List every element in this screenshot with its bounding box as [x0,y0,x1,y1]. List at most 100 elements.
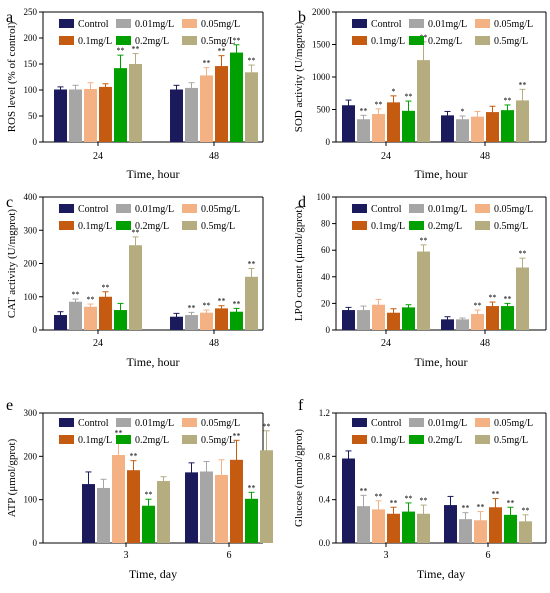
y-tick-label: 60 [321,245,331,255]
legend-label: 0.05mg/L [494,418,533,429]
y-tick-label: 1500 [312,40,331,50]
x-tick-label: 24 [93,151,103,162]
bar [342,105,355,142]
y-axis-label: ATP (μmol/gprot) [6,438,18,517]
legend-label: 0.05mg/L [201,418,240,429]
legend-swatch [182,36,197,45]
panel-letter: c [6,194,13,211]
bar [441,115,454,142]
legend-swatch [182,221,197,230]
x-tick-label: 24 [93,338,103,349]
significance-mark: ** [87,295,95,304]
significance-mark: ** [504,294,512,303]
bar [84,89,97,142]
bar [84,307,97,330]
x-tick-label: 6 [227,550,232,561]
y-tick-label: 500 [317,105,331,115]
significance-mark: ** [218,297,226,306]
significance-mark: ** [72,290,80,299]
y-tick-label: 20 [321,298,331,308]
bar [456,119,469,142]
legend-label: Control [371,19,402,30]
significance-mark: ** [203,301,211,310]
significance-mark: ** [130,452,138,461]
legend-label: 0.01mg/L [135,19,174,30]
y-tick-label: 0 [33,137,38,147]
y-axis-label: LPO content (μmol/gprot) [293,206,305,322]
significance-mark: ** [218,47,226,56]
y-tick-label: 0.8 [319,451,331,461]
legend-swatch [116,36,131,45]
legend-swatch [409,19,424,28]
legend-label: 0.5mg/L [201,435,235,446]
legend-swatch [475,19,490,28]
legend-swatch [352,435,367,444]
legend-swatch [59,19,74,28]
legend-swatch [352,221,367,230]
significance-mark: ** [405,92,413,101]
y-tick-label: 80 [321,219,331,229]
x-axis-label: Time, hour [415,355,468,369]
panel-letter: e [6,397,13,414]
legend-swatch [182,19,197,28]
legend-swatch [409,204,424,213]
legend-label: 0.2mg/L [428,435,462,446]
y-tick-label: 300 [24,408,38,418]
x-tick-label: 3 [124,550,129,561]
significance-mark: ** [522,506,530,515]
legend-label: 0.01mg/L [428,418,467,429]
significance-mark: ** [420,236,428,245]
chart-panel-a: a050100150200250ROS level (% of control)… [6,7,263,181]
bar [69,89,82,142]
significance-mark: ** [248,483,256,492]
legend-swatch [116,19,131,28]
legend-label: 0.01mg/L [135,418,174,429]
y-tick-label: 0.0 [319,538,331,548]
bar [245,499,258,543]
x-axis-label: Time, hour [127,355,180,369]
significance-mark: ** [519,249,527,258]
y-axis-label: SOD activity (U/mgprot) [293,21,305,132]
legend-label: 0.05mg/L [494,19,533,30]
legend-swatch [59,204,74,213]
y-tick-label: 1.2 [319,408,330,418]
significance-mark: ** [248,259,256,268]
y-tick-label: 150 [24,59,38,69]
legend-label: 0.05mg/L [201,19,240,30]
legend-swatch [475,36,490,45]
significance-mark: ** [477,503,485,512]
y-tick-label: 0 [326,137,331,147]
legend-swatch [59,36,74,45]
significance-mark: ** [203,59,211,68]
bar [170,89,183,142]
y-tick-label: 0.4 [319,495,331,505]
bar [230,53,243,142]
legend-swatch [409,36,424,45]
significance-mark: ** [375,492,383,501]
x-tick-label: 24 [381,338,391,349]
significance-mark: ** [405,494,413,503]
legend-swatch [352,36,367,45]
x-tick-label: 3 [384,550,389,561]
legend-swatch [475,435,490,444]
panel-letter: f [298,397,304,414]
legend-label: 0.1mg/L [78,435,112,446]
legend-label: 0.1mg/L [371,36,405,47]
legend-label: Control [78,418,109,429]
legend-label: 0.01mg/L [428,19,467,30]
legend-label: 0.5mg/L [201,221,235,232]
bar [245,72,258,142]
legend-swatch [352,19,367,28]
legend-swatch [352,418,367,427]
legend-swatch [59,221,74,230]
chart-panel-c: c0100200300400CAT activity (U/mgprot)Tim… [6,192,263,369]
y-tick-label: 2000 [312,7,331,17]
significance-mark: ** [489,293,497,302]
legend-swatch [475,221,490,230]
chart-panel-b: b0500100015002000SOD activity (U/mgprot)… [293,7,546,181]
bar [516,267,529,330]
y-tick-label: 50 [28,111,38,121]
significance-mark: ** [145,490,153,499]
significance-mark: ** [248,56,256,65]
